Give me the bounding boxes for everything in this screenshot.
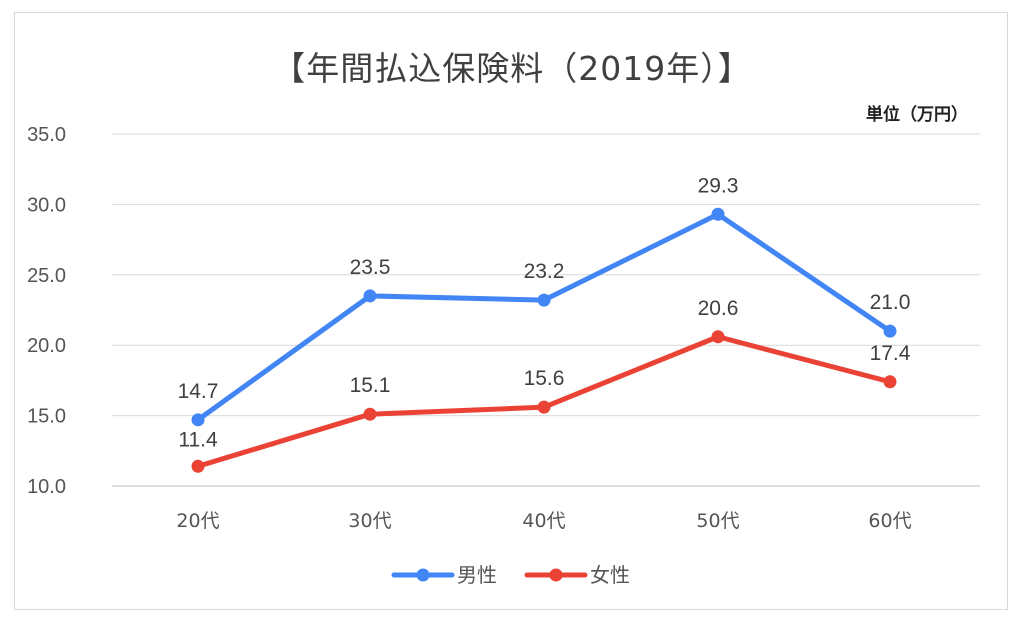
legend-label: 男性 xyxy=(457,563,497,587)
data-point xyxy=(363,289,377,303)
unit-label: 単位（万円） xyxy=(866,105,968,125)
data-label: 11.4 xyxy=(178,428,218,451)
data-point xyxy=(883,324,897,338)
legend-marker xyxy=(416,568,430,582)
y-tick-label: 15.0 xyxy=(27,406,66,428)
data-point xyxy=(191,413,205,427)
x-tick-label: 50代 xyxy=(696,510,739,532)
data-point xyxy=(711,207,725,221)
y-tick-label: 35.0 xyxy=(27,124,66,146)
data-point xyxy=(711,330,725,344)
legend-label: 女性 xyxy=(590,563,630,587)
y-tick-label: 10.0 xyxy=(27,476,66,498)
data-label: 15.1 xyxy=(350,374,391,397)
chart-frame xyxy=(14,12,1008,610)
x-tick-label: 20代 xyxy=(176,510,219,532)
data-label: 21.0 xyxy=(870,291,911,314)
legend-marker xyxy=(549,568,563,582)
data-label: 23.5 xyxy=(350,256,391,279)
data-point xyxy=(191,459,205,473)
chart-title: 【年間払込保険料（2019年）】 xyxy=(272,49,752,88)
y-tick-label: 25.0 xyxy=(27,265,66,287)
data-point xyxy=(883,375,897,389)
x-tick-label: 40代 xyxy=(522,510,565,532)
data-label: 23.2 xyxy=(524,260,565,283)
data-point xyxy=(537,400,551,414)
data-point xyxy=(537,293,551,307)
y-tick-label: 30.0 xyxy=(27,194,66,216)
data-label: 29.3 xyxy=(698,174,739,197)
data-label: 15.6 xyxy=(524,367,565,390)
x-tick-label: 60代 xyxy=(868,510,911,532)
data-label: 20.6 xyxy=(698,297,739,320)
data-point xyxy=(363,407,377,421)
y-tick-label: 20.0 xyxy=(27,335,66,357)
x-tick-label: 30代 xyxy=(348,510,391,532)
data-label: 17.4 xyxy=(870,342,911,365)
data-label: 14.7 xyxy=(178,380,219,403)
